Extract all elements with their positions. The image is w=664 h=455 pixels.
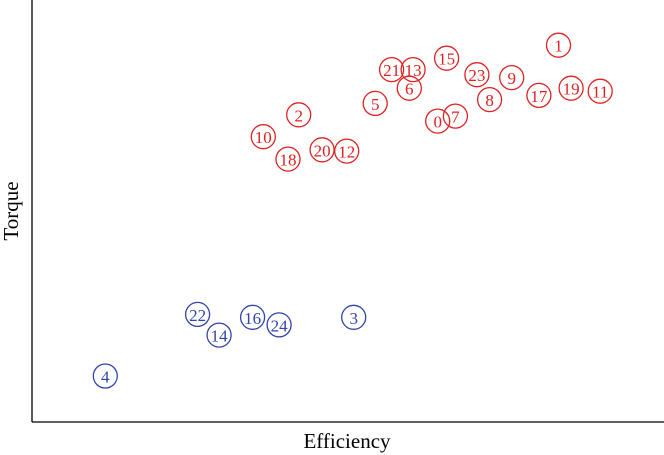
scatter-point-13: 13: [400, 56, 426, 83]
point-marker: [433, 45, 460, 71]
x-axis-title: Efficiency: [303, 429, 391, 453]
point-label: 7: [451, 108, 460, 127]
point-label: 20: [314, 141, 331, 160]
point-marker: [442, 103, 469, 129]
point-label: 17: [530, 87, 548, 106]
point-marker: [286, 102, 312, 128]
point-marker: [275, 146, 301, 172]
point-marker: [587, 78, 613, 104]
point-marker: [545, 32, 572, 58]
point-label: 9: [507, 69, 516, 88]
scatter-point-0: 0: [425, 108, 451, 134]
point-marker: [362, 90, 388, 117]
point-marker: [266, 312, 292, 338]
point-marker: [239, 304, 266, 330]
point-label: 13: [405, 61, 422, 80]
scatter-point-8: 8: [476, 86, 503, 113]
point-label: 18: [280, 151, 297, 170]
point-label: 1: [554, 37, 563, 56]
scatter-point-12: 12: [334, 138, 360, 164]
point-label: 6: [405, 80, 414, 99]
point-label: 12: [338, 143, 355, 162]
point-label: 3: [349, 309, 358, 328]
scatter-point-18: 18: [275, 146, 301, 172]
point-marker: [425, 108, 451, 134]
point-marker: [396, 75, 422, 101]
scatter-point-10: 10: [250, 124, 276, 150]
y-axis-title: Torque: [0, 181, 23, 240]
point-marker: [558, 75, 584, 101]
scatter-point-19: 19: [558, 75, 584, 101]
point-label: 11: [592, 83, 608, 102]
point-marker: [464, 62, 490, 88]
point-label: 5: [371, 95, 380, 114]
scatter-point-23: 23: [464, 62, 490, 88]
point-marker: [378, 56, 405, 83]
point-marker: [92, 363, 118, 389]
point-label: 8: [485, 91, 494, 110]
scatter-point-16: 16: [239, 304, 266, 330]
point-marker: [184, 301, 211, 328]
scatter-point-15: 15: [433, 45, 460, 71]
point-label: 19: [563, 80, 580, 99]
scatter-point-9: 9: [499, 64, 525, 91]
scatter-point-11: 11: [587, 78, 613, 104]
scatter-point-3: 3: [341, 304, 367, 330]
point-marker: [499, 64, 525, 91]
scatter-point-7: 7: [442, 103, 469, 129]
point-marker: [400, 56, 426, 83]
point-marker: [309, 137, 335, 163]
point-label: 4: [101, 368, 110, 387]
point-marker: [206, 322, 232, 348]
scatter-point-4: 4: [92, 363, 118, 389]
point-label: 15: [438, 50, 455, 69]
point-marker: [341, 304, 367, 330]
point-label: 24: [271, 316, 289, 335]
scatter-point-22: 22: [184, 301, 211, 328]
point-marker: [526, 82, 552, 109]
point-label: 14: [211, 327, 229, 346]
point-label: 10: [255, 128, 272, 147]
point-marker: [476, 86, 503, 113]
scatter-point-1: 1: [545, 32, 572, 58]
scatter-point-20: 20: [309, 137, 335, 163]
point-label: 0: [433, 113, 442, 132]
scatter-point-2: 2: [286, 102, 312, 128]
point-label: 21: [383, 61, 400, 80]
point-label: 23: [468, 66, 485, 85]
point-label: 22: [189, 306, 206, 325]
point-label: 2: [294, 106, 303, 125]
scatter-point-24: 24: [266, 312, 292, 338]
point-marker: [334, 138, 360, 164]
scatter-point-17: 17: [526, 82, 552, 109]
scatter-point-21: 21: [378, 56, 405, 83]
scatter-point-14: 14: [206, 322, 232, 348]
point-marker: [250, 124, 276, 150]
point-label: 16: [244, 309, 261, 328]
scatter-point-5: 5: [362, 90, 388, 117]
scatter-point-6: 6: [396, 75, 422, 101]
